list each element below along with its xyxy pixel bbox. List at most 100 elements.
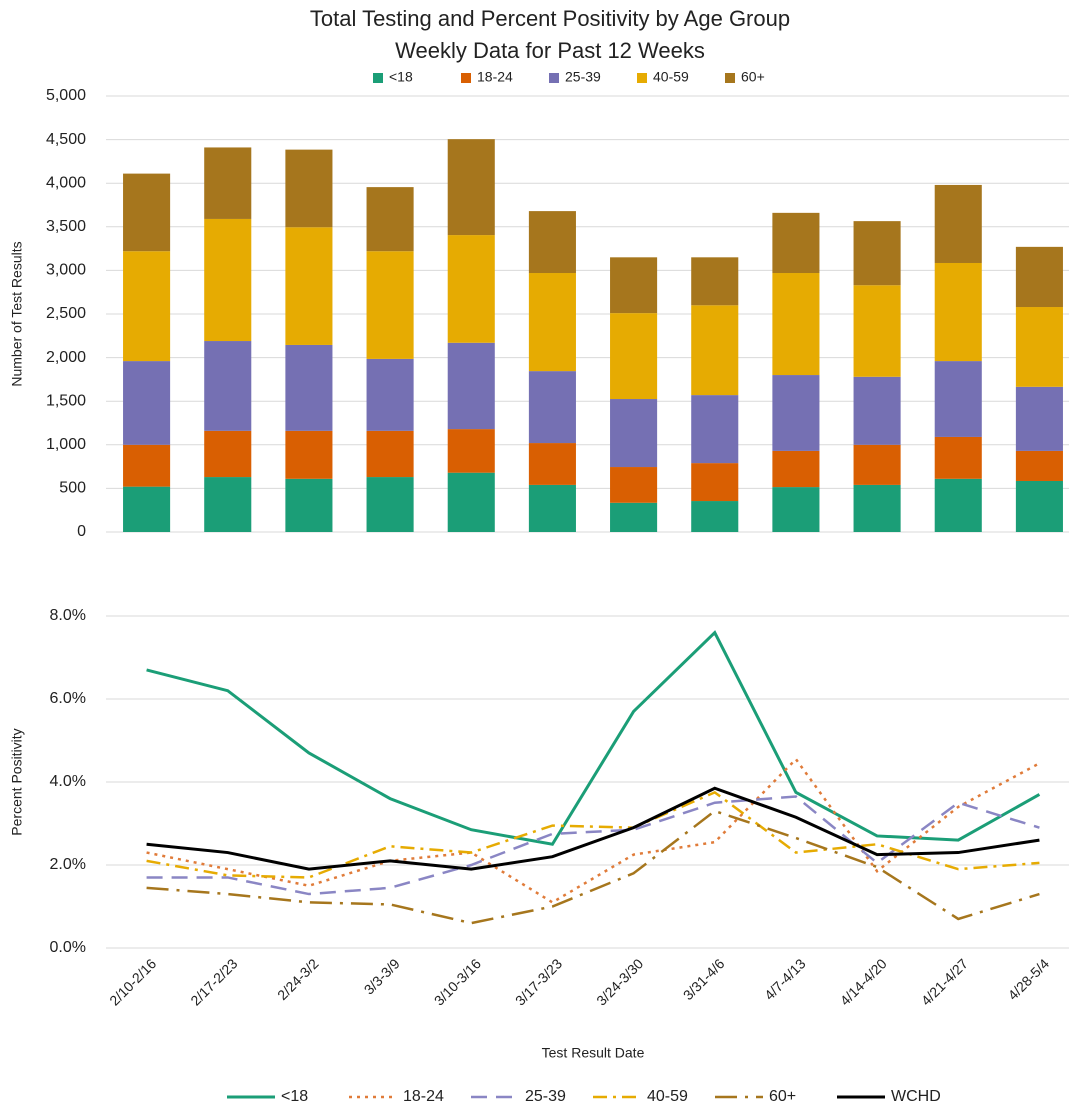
bar-segment bbox=[1015, 480, 1063, 532]
line-series bbox=[146, 757, 1041, 904]
y-tick-label: 500 bbox=[59, 480, 86, 497]
bar-segment bbox=[285, 344, 333, 431]
x-axis-label: Test Result Date bbox=[542, 1045, 645, 1061]
bar-segment bbox=[691, 463, 739, 502]
bar-segment bbox=[610, 467, 658, 503]
y-tick-label: 2,000 bbox=[46, 349, 86, 366]
legend-label: WCHD bbox=[891, 1088, 941, 1105]
bar-segment bbox=[204, 430, 252, 478]
legend-label: 60+ bbox=[769, 1088, 796, 1105]
bar-segment bbox=[123, 361, 171, 445]
y-tick-label: 1,000 bbox=[46, 436, 86, 453]
bar-segment bbox=[610, 313, 658, 400]
bar-segment bbox=[1015, 386, 1063, 451]
bar-segment bbox=[528, 443, 576, 485]
y-tick-label: 5,000 bbox=[46, 87, 86, 104]
bar-segment bbox=[366, 251, 414, 359]
bar-segment bbox=[123, 444, 171, 487]
bar-segment bbox=[528, 273, 576, 372]
x-tick-label: 2/17-2/23 bbox=[187, 955, 240, 1008]
bar-segment bbox=[204, 341, 252, 431]
y-tick-label: 3,500 bbox=[46, 218, 86, 235]
bar-segment bbox=[123, 486, 171, 532]
legend-swatch bbox=[373, 73, 383, 83]
bar-segment bbox=[853, 285, 901, 377]
line-series bbox=[146, 786, 1040, 871]
x-tick-label: 4/21-4/27 bbox=[918, 955, 971, 1008]
x-tick-label: 3/10-3/16 bbox=[431, 955, 484, 1008]
bar-segment bbox=[447, 429, 495, 473]
bar-segment bbox=[1015, 450, 1063, 481]
line-series bbox=[146, 809, 1040, 925]
y-tick-label: 1,500 bbox=[46, 392, 86, 409]
bar-segment bbox=[772, 375, 820, 451]
legend-label: 60+ bbox=[741, 69, 765, 85]
bar-segment bbox=[285, 430, 333, 479]
bar-segment bbox=[447, 235, 495, 343]
x-tick-label: 3/24-3/30 bbox=[593, 955, 646, 1008]
bar-segment bbox=[772, 212, 820, 274]
bar-segment bbox=[853, 444, 901, 485]
bar-segment bbox=[691, 501, 739, 532]
chart-title: Total Testing and Percent Positivity by … bbox=[310, 6, 790, 31]
y-tick-label: 0.0% bbox=[50, 939, 86, 956]
y-tick-label: 4,500 bbox=[46, 131, 86, 148]
x-tick-label: 2/10-2/16 bbox=[106, 955, 159, 1008]
y-tick-label: 2.0% bbox=[50, 856, 86, 873]
bar-segment bbox=[934, 262, 982, 362]
y-axis-label: Percent Positivity bbox=[9, 728, 25, 835]
legend-swatch bbox=[637, 73, 647, 83]
bar-segment bbox=[123, 173, 171, 252]
legend-label: 25-39 bbox=[525, 1088, 566, 1105]
bar-segment bbox=[366, 430, 414, 478]
bar-segment bbox=[366, 187, 414, 252]
bar-segment bbox=[285, 227, 333, 345]
bar-segment bbox=[1015, 307, 1063, 387]
bar-segment bbox=[610, 399, 658, 468]
bar-segment bbox=[691, 395, 739, 464]
bar-segment bbox=[528, 211, 576, 274]
chart-subtitle: Weekly Data for Past 12 Weeks bbox=[395, 38, 705, 63]
bar-segment bbox=[528, 484, 576, 532]
y-tick-label: 6.0% bbox=[50, 690, 86, 707]
bar-segment bbox=[528, 371, 576, 444]
bar-segment bbox=[204, 477, 252, 532]
x-tick-label: 3/31-4/6 bbox=[680, 955, 728, 1003]
x-tick-label: 3/3-3/9 bbox=[361, 955, 403, 997]
bar-segment bbox=[853, 221, 901, 286]
y-tick-label: 0 bbox=[77, 523, 86, 540]
legend-label: <18 bbox=[389, 69, 413, 85]
bar-segment bbox=[123, 251, 171, 362]
bar-segment bbox=[934, 361, 982, 437]
bar-segment bbox=[285, 478, 333, 532]
bar-segment bbox=[772, 273, 820, 376]
bar-segment bbox=[366, 477, 414, 532]
bar-segment bbox=[1015, 246, 1063, 308]
bar-segment bbox=[204, 147, 252, 219]
bar-segment bbox=[285, 149, 333, 228]
x-tick-label: 4/7-4/13 bbox=[761, 955, 809, 1003]
bar-segment bbox=[934, 184, 982, 263]
y-tick-label: 3,000 bbox=[46, 262, 86, 279]
legend-swatch bbox=[461, 73, 471, 83]
line-series bbox=[146, 790, 1040, 879]
y-tick-label: 8.0% bbox=[50, 607, 86, 624]
bar-segment bbox=[447, 139, 495, 236]
bar-segment bbox=[691, 257, 739, 306]
bar-segment bbox=[772, 487, 820, 532]
x-tick-label: 4/14-4/20 bbox=[837, 955, 890, 1008]
y-tick-label: 4.0% bbox=[50, 773, 86, 790]
y-axis-label: Number of Test Results bbox=[9, 241, 25, 386]
bar-segment bbox=[853, 484, 901, 532]
legend-label: 18-24 bbox=[477, 69, 513, 85]
legend-label: 40-59 bbox=[653, 69, 689, 85]
legend-swatch bbox=[725, 73, 735, 83]
line-series bbox=[146, 630, 1041, 846]
legend-label: 40-59 bbox=[647, 1088, 688, 1105]
bar-segment bbox=[853, 376, 901, 445]
y-tick-label: 4,000 bbox=[46, 174, 86, 191]
y-tick-label: 2,500 bbox=[46, 305, 86, 322]
bar-segment bbox=[610, 257, 658, 314]
bar-segment bbox=[447, 342, 495, 430]
